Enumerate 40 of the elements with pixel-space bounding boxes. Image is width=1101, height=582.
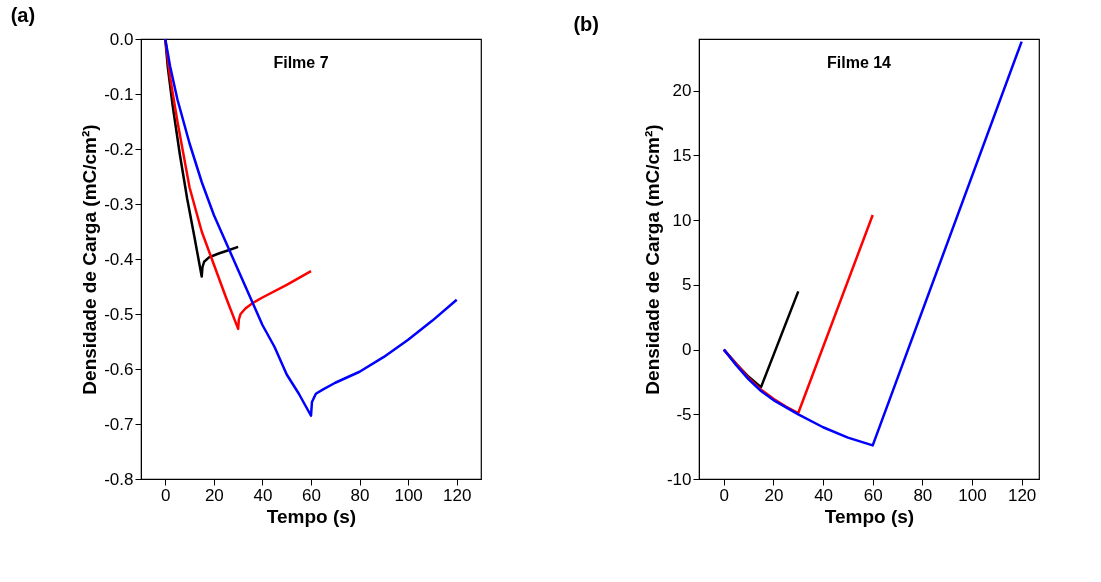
x-tick-label: 100 xyxy=(394,485,423,505)
annotation: Filme 14 xyxy=(826,54,892,71)
annotation: Filme 7 xyxy=(273,54,329,71)
y-tick-label: -0.1 xyxy=(104,84,134,104)
y-axis-title: Densidade de Carga (mC/cm²) xyxy=(79,124,101,395)
x-tick-label: 60 xyxy=(863,485,883,505)
y-tick-label: -0.5 xyxy=(104,304,134,324)
y-tick-label: 5 xyxy=(682,275,692,295)
x-tick-label: 60 xyxy=(302,485,321,505)
x-tick-label: 0 xyxy=(719,485,730,505)
y-tick-label: -0.2 xyxy=(104,139,134,159)
y-tick-label: -10 xyxy=(666,469,692,489)
x-tick-label: 20 xyxy=(204,485,224,505)
y-tick-label: 15 xyxy=(672,145,692,165)
x-tick-label: 100 xyxy=(958,485,987,505)
y-axis-title: Densidade de Carga (mC/cm²) xyxy=(641,124,663,395)
y-tick-label: 10 xyxy=(672,210,692,230)
line-series xyxy=(722,40,1023,447)
y-tick-label: -0.8 xyxy=(104,469,134,489)
x-axis-title: Tempo (s) xyxy=(266,505,357,527)
x-tick-label: 40 xyxy=(253,485,273,505)
x-tick-label: 20 xyxy=(764,485,784,505)
chart-title: (a) xyxy=(10,4,36,26)
line-series xyxy=(164,37,458,417)
y-tick-label: -0.3 xyxy=(104,194,134,214)
y-tick-label: 0 xyxy=(682,340,692,360)
y-tick-label: -0.7 xyxy=(104,414,134,434)
x-axis-title: Tempo (s) xyxy=(824,505,915,527)
x-tick-label: 0 xyxy=(161,485,171,505)
y-tick-label: -0.6 xyxy=(104,359,134,379)
x-tick-label: 80 xyxy=(350,485,370,505)
chart-title: (b) xyxy=(573,13,599,35)
y-tick-label: -5 xyxy=(676,404,692,424)
x-tick-label: 120 xyxy=(443,485,472,505)
y-tick-label: 20 xyxy=(672,81,692,101)
x-tick-label: 40 xyxy=(814,485,834,505)
x-tick-label: 120 xyxy=(1007,485,1037,505)
x-tick-label: 80 xyxy=(913,485,933,505)
y-tick-label: 0.0 xyxy=(109,29,134,49)
y-tick-label: -0.4 xyxy=(104,249,134,269)
